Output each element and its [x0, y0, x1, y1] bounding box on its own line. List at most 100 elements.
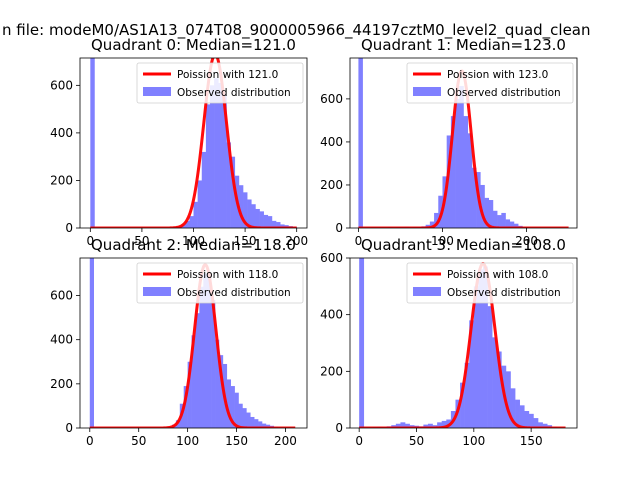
histogram-bar: [513, 223, 519, 228]
x-tick-label: 200: [515, 234, 538, 248]
histogram-bar: [90, 58, 95, 228]
histogram-bar: [234, 392, 239, 428]
histogram-bar: [259, 211, 264, 228]
histogram-bar: [496, 351, 502, 428]
histogram-bar: [488, 200, 494, 228]
legend-hist-label: Observed distribution: [447, 287, 561, 299]
histogram-bar: [265, 424, 271, 428]
y-tick-label: 600: [320, 251, 343, 265]
axes-frame: [349, 57, 578, 229]
x-tick-label: 150: [234, 234, 257, 248]
histogram-bar: [542, 423, 548, 428]
histogram-bar: [509, 221, 515, 228]
histogram-bar: [215, 339, 220, 428]
y-tick-label: 400: [320, 308, 343, 322]
histogram-bar: [400, 422, 406, 428]
y-tick-label: 400: [50, 333, 73, 347]
histogram-bar: [423, 424, 429, 428]
quadrant-3-panel: 0 50 100 150 0 200 400 600 Quadrant 3: Median=10…: [320, 236, 578, 448]
histogram-bar: [183, 386, 188, 428]
histogram-bar: [242, 408, 247, 428]
legend-hist-label: Observed distribution: [177, 287, 291, 299]
histogram-bar: [238, 403, 243, 428]
histogram-bar: [395, 423, 401, 428]
histogram-bar: [276, 222, 281, 228]
y-tick-label: 200: [50, 173, 73, 187]
histogram-bar: [501, 212, 506, 228]
legend-hist-swatch: [143, 287, 171, 296]
histogram-bar: [195, 313, 200, 428]
histogram-bar: [459, 85, 464, 228]
plot-area: [88, 258, 297, 428]
histogram-bar: [473, 286, 479, 428]
legend-box: [406, 62, 574, 104]
axes-frame: [79, 257, 308, 429]
histogram-bar: [446, 135, 452, 228]
histogram-bar: [230, 156, 236, 228]
histogram-bar: [214, 78, 219, 228]
panel-title: Quadrant 0: Median=121.0: [91, 36, 296, 54]
y-tick-label: 200: [50, 377, 73, 391]
y-tick-label: 200: [320, 178, 343, 192]
legend-hist-swatch: [413, 287, 441, 296]
histogram-bar: [205, 104, 211, 228]
plot-area: [358, 258, 567, 428]
histogram-bar: [533, 418, 539, 428]
histogram-bar: [434, 212, 439, 228]
legend-box: [406, 262, 574, 304]
histogram-bar: [197, 180, 203, 228]
histogram-bar: [226, 142, 231, 228]
legend-poisson-label: Poission with 121.0: [177, 69, 278, 81]
y-tick-label: 0: [65, 421, 73, 435]
histogram-bar: [460, 382, 465, 428]
histogram-bar: [528, 413, 534, 428]
histogram-bar: [193, 201, 198, 228]
histogram-bar: [210, 85, 215, 228]
y-tick-label: 600: [50, 78, 73, 92]
histogram-bar: [185, 220, 190, 228]
axes-frame: [349, 257, 578, 429]
histogram-bar: [429, 221, 435, 228]
y-tick-label: 600: [50, 289, 73, 303]
histogram-bar: [497, 215, 502, 228]
panel-title: Quadrant 2: Median=118.0: [91, 236, 296, 254]
histogram-bar: [482, 266, 488, 428]
histogram-bar: [207, 275, 212, 428]
histogram-bar: [218, 355, 224, 428]
histogram-bar: [263, 214, 269, 228]
histogram-bar: [230, 386, 235, 428]
histogram-bar: [189, 216, 194, 228]
legend-hist-label: Observed distribution: [447, 87, 561, 99]
x-tick-label: 100: [431, 234, 454, 248]
histogram-bar: [441, 420, 447, 428]
histogram-bar: [538, 422, 543, 428]
x-tick-label: 50: [131, 434, 146, 448]
y-tick-label: 600: [320, 92, 343, 106]
histogram-bar: [218, 82, 223, 228]
x-tick-label: 200: [285, 234, 308, 248]
histogram-bar: [437, 422, 443, 428]
legend-box: [136, 62, 304, 104]
x-tick-label: 100: [176, 434, 199, 448]
histogram-bar: [254, 419, 259, 428]
histogram-bar: [261, 423, 267, 428]
histogram-bar: [524, 411, 530, 428]
legend-hist-label: Observed distribution: [177, 87, 291, 99]
legend-hist-swatch: [143, 87, 171, 96]
histogram-bar: [271, 220, 277, 228]
quadrant-1-panel: 0 100 200 0 200 400 600 Quadrant 1: Median=123.…: [320, 36, 578, 248]
histogram-bar: [464, 362, 470, 428]
histogram-bar: [478, 269, 484, 428]
histogram-bar: [358, 58, 363, 228]
histogram-bar: [471, 167, 477, 228]
histogram-bar: [467, 133, 473, 228]
histogram-bar: [246, 412, 251, 428]
x-tick-label: 100: [182, 234, 205, 248]
histogram-bar: [250, 416, 255, 428]
y-tick-label: 0: [65, 221, 73, 235]
quadrant-2-panel: 0 50 100 150 200 0 200 400 600 Quadrant 2: Median…: [50, 236, 308, 448]
x-tick-label: 200: [274, 434, 297, 448]
histogram-bar: [187, 361, 192, 428]
legend-poisson-label: Poission with 108.0: [447, 269, 548, 281]
